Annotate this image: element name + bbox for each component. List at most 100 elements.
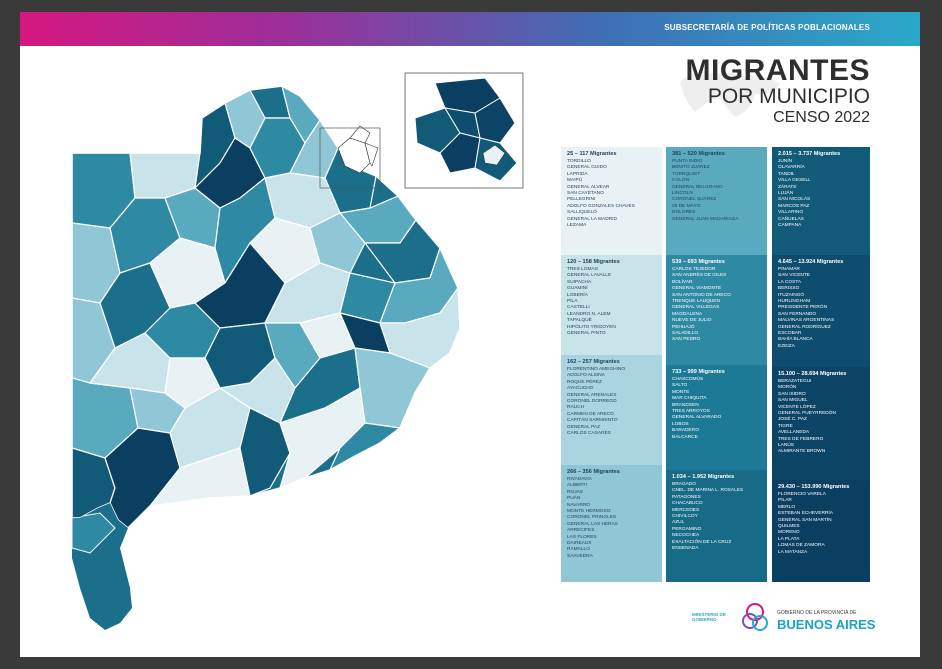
province-logo-icon: [742, 603, 768, 631]
legend-municipality: Junín: [778, 159, 793, 164]
legend-municipality: Suipacha: [567, 279, 592, 285]
legend-municipality: Puán: [567, 496, 581, 502]
legend-range: 25 – 117 Migrantes: [567, 151, 617, 157]
legend-municipality: Roque Pérez: [567, 379, 602, 385]
legend-municipality: Mercedes: [672, 507, 700, 513]
legend-municipality: San Pedro: [672, 337, 701, 343]
legend-municipality: Moreno: [778, 530, 800, 536]
legend-municipality: Saladillo: [672, 331, 699, 337]
legend-municipality: Tornquist: [672, 171, 701, 177]
gov-line-1: GOBIERNO DE LA PROVINCIA DE: [777, 610, 857, 616]
legend-municipality: Carlos Tejedor: [672, 267, 716, 272]
legend-municipality: La Matanza: [778, 549, 808, 555]
legend-municipality: Ramallo: [567, 547, 590, 553]
legend-municipality: Tigre: [778, 423, 793, 429]
legend-municipality: Chascomús: [672, 377, 704, 382]
legend-municipality: General Las Heras: [567, 521, 619, 527]
legend-municipality: Adolfo Gonzales Chaves: [567, 203, 635, 209]
legend-municipality: San Cayetano: [567, 191, 604, 197]
legend-municipality: Tres Arroyos: [672, 409, 710, 415]
legend-municipality: Rivadavia: [567, 477, 592, 482]
legend-municipality: Pellegrini: [567, 197, 596, 203]
legend-municipality: Villa Gesell: [778, 178, 811, 184]
legend-municipality: Mar Chiquita: [672, 396, 707, 402]
legend-municipality: Quilmes: [778, 524, 800, 530]
census-label: CENSO 2022: [773, 109, 870, 126]
legend-group: 266 – 356 Migrantes Rivadavia Alberti Rojas…: [561, 465, 662, 582]
ministry-line-2: GOBIERNO: [692, 617, 717, 622]
legend-municipality: Laprida: [567, 171, 588, 177]
legend-municipality: General Rodríguez: [778, 324, 831, 330]
legend-municipality: Bragado: [672, 482, 696, 487]
legend-municipality: General La Madrid: [567, 216, 617, 222]
legend-municipality: Nueve de Julio: [672, 318, 712, 324]
legend-municipality: Monte: [672, 389, 690, 395]
legend-municipality: Esteban Echeverría: [778, 511, 833, 517]
legend-municipality: San Antonio de Areco: [672, 292, 731, 298]
legend-group: 2.015 – 3.737 Migrantes Junín Olavarría Tan…: [772, 147, 870, 255]
legend-municipality: General Viamonte: [672, 286, 722, 292]
legend-municipality: Leandro N. Alem: [567, 311, 611, 317]
legend-municipality: San Isidro: [778, 391, 806, 397]
legend-municipality: Saavedra: [567, 553, 593, 559]
legend-municipality: Ayacucho: [567, 386, 594, 392]
legend-municipality: Patagones: [672, 494, 701, 500]
legend-municipality: Avellaneda: [778, 430, 810, 436]
legend-group: 25 – 117 Migrantes Tordillo General Guido L…: [561, 147, 662, 255]
legend-municipality: Maipú: [567, 178, 583, 184]
legend-municipality: Punta Indio: [672, 159, 703, 164]
province-map: [71, 72, 524, 630]
legend-municipality: General Guido: [567, 165, 607, 171]
legend-municipality: Las Flores: [567, 534, 597, 540]
legend-municipality: Malvinas Argentinas: [778, 318, 835, 324]
legend-municipality: Carmen de Areco: [567, 411, 614, 417]
legend-municipality: Villarino: [778, 210, 804, 216]
legend-municipality: Lezama: [567, 223, 587, 229]
legend-municipality: Lomas de Zamora: [778, 543, 825, 549]
legend-municipality: San Miguel: [778, 398, 808, 404]
legend-range: 4.645 – 13.924 Migrantes: [778, 259, 844, 265]
legend-municipality: Lincoln: [672, 191, 693, 197]
legend-municipality: General Belgrano: [672, 184, 723, 190]
legend-municipality: Pehuajó: [672, 324, 695, 330]
main-title: MIGRANTES: [685, 54, 870, 87]
legend-municipality: Lobería: [567, 292, 588, 298]
legend-municipality: San Andrés de Giles: [672, 273, 727, 279]
legend-municipality: La Costa: [778, 279, 802, 285]
legend-municipality: Arrecifes: [567, 528, 595, 534]
legend-municipality: Balcarce: [672, 434, 698, 440]
legend-municipality: Berazategui: [778, 379, 812, 384]
legend-municipality: Merlo: [778, 504, 796, 510]
legend-municipality: Almirante Brown: [778, 449, 826, 455]
legend-municipality: Tres de Febrero: [778, 436, 824, 442]
legend-range: 539 – 693 Migrantes: [672, 259, 725, 265]
legend-municipality: Pilar: [778, 498, 792, 504]
legend-municipality: Coronel Dorrego: [567, 399, 617, 405]
legend-municipality: Chacabuco: [672, 501, 703, 507]
legend-municipality: Morón: [778, 385, 797, 391]
legend-range: 733 – 999 Migrantes: [672, 369, 725, 375]
legend-municipality: General Arenales: [567, 392, 617, 398]
legend-municipality: Colón: [672, 178, 690, 184]
legend-municipality: Olavarría: [778, 165, 805, 171]
legend-range: 2.015 – 3.737 Migrantes: [778, 151, 841, 157]
legend-municipality: Tordillo: [567, 159, 591, 164]
legend-municipality: Necochea: [672, 533, 700, 539]
legend-municipality: General Pinto: [567, 331, 606, 337]
legend-municipality: Rojas: [567, 489, 583, 495]
legend-municipality: Carlos Casares: [567, 431, 611, 437]
legend-municipality: Ezeiza: [778, 343, 795, 349]
legend-municipality: Pila: [567, 299, 578, 305]
legend-municipality: Ensenada: [672, 546, 699, 552]
legend-municipality: General Villegas: [672, 305, 720, 311]
legend-municipality: Exaltación de la Cruz: [672, 539, 732, 545]
legend-municipality: Chivilcoy: [672, 514, 698, 520]
legend-municipality: Trenque Lauquen: [672, 299, 720, 305]
legend-municipality: Coronel Pringles: [567, 515, 617, 521]
legend-group: 162 – 257 Migrantes Florentino Ameghino Ad…: [561, 355, 662, 465]
legend-range: 15.100 – 28.694 Migrantes: [778, 371, 847, 377]
legend-range: 29.430 – 153.990 Migrantes: [778, 484, 850, 490]
legend-municipality: Florentino Ameghino: [567, 367, 626, 372]
legend-municipality: José C. Paz: [778, 417, 807, 423]
legend-range: 266 – 356 Migrantes: [567, 469, 620, 475]
